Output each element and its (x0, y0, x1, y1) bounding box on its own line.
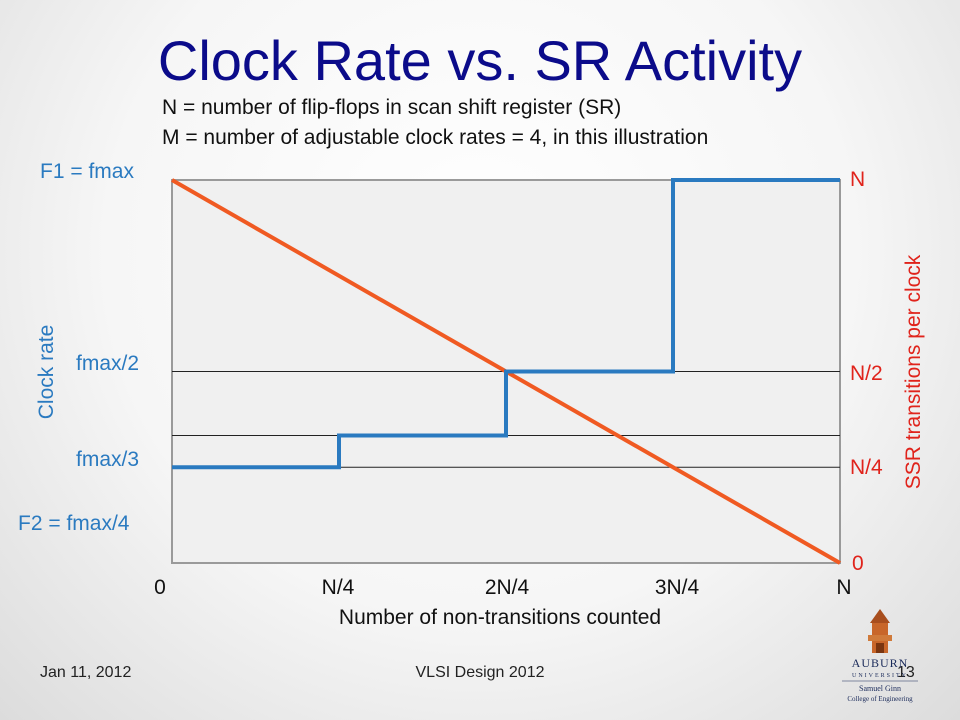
definition-n: N = number of flip-flops in scan shift r… (162, 96, 622, 119)
tower-icon (868, 609, 892, 653)
slide-title: Clock Rate vs. SR Activity (157, 29, 803, 92)
logo-word-samuel-ginn: Samuel Ginn (859, 684, 901, 693)
auburn-logo: AUBURN UNIVERSITY Samuel Ginn College of… (842, 609, 918, 703)
left-tick-half: fmax/2 (76, 352, 140, 375)
x-tick-1: N/4 (321, 576, 355, 599)
logo-word-auburn: AUBURN (852, 656, 909, 670)
clock-rate-step-line (172, 178, 840, 470)
right-tick-zero: 0 (852, 552, 864, 575)
right-tick-n: N (850, 168, 866, 191)
footer-conference: VLSI Design 2012 (415, 664, 545, 681)
definition-m: M = number of adjustable clock rates = 4… (162, 126, 709, 149)
logo-word-college: College of Engineering (847, 695, 913, 703)
left-tick-third: fmax/3 (76, 448, 140, 471)
right-tick-n-half: N/2 (850, 362, 883, 385)
left-tick-fmax: F1 = fmax (40, 160, 134, 183)
logo-word-university: UNIVERSITY (852, 673, 908, 679)
x-tick-2: 2N/4 (484, 576, 530, 599)
left-tick-quarter: F2 = fmax/4 (18, 512, 130, 535)
footer-date: Jan 11, 2012 (40, 664, 132, 681)
x-tick-4: N (836, 576, 852, 599)
x-tick-0: 0 (154, 576, 166, 599)
page-number: 13 (897, 664, 915, 681)
right-tick-n-quarter: N/4 (850, 456, 883, 479)
x-tick-3: 3N/4 (654, 576, 700, 599)
y-axis-label-left: Clock rate (35, 324, 58, 420)
y-axis-label-right: SSR transitions per clock (902, 254, 925, 490)
x-axis-label: Number of non-transitions counted (338, 606, 662, 629)
